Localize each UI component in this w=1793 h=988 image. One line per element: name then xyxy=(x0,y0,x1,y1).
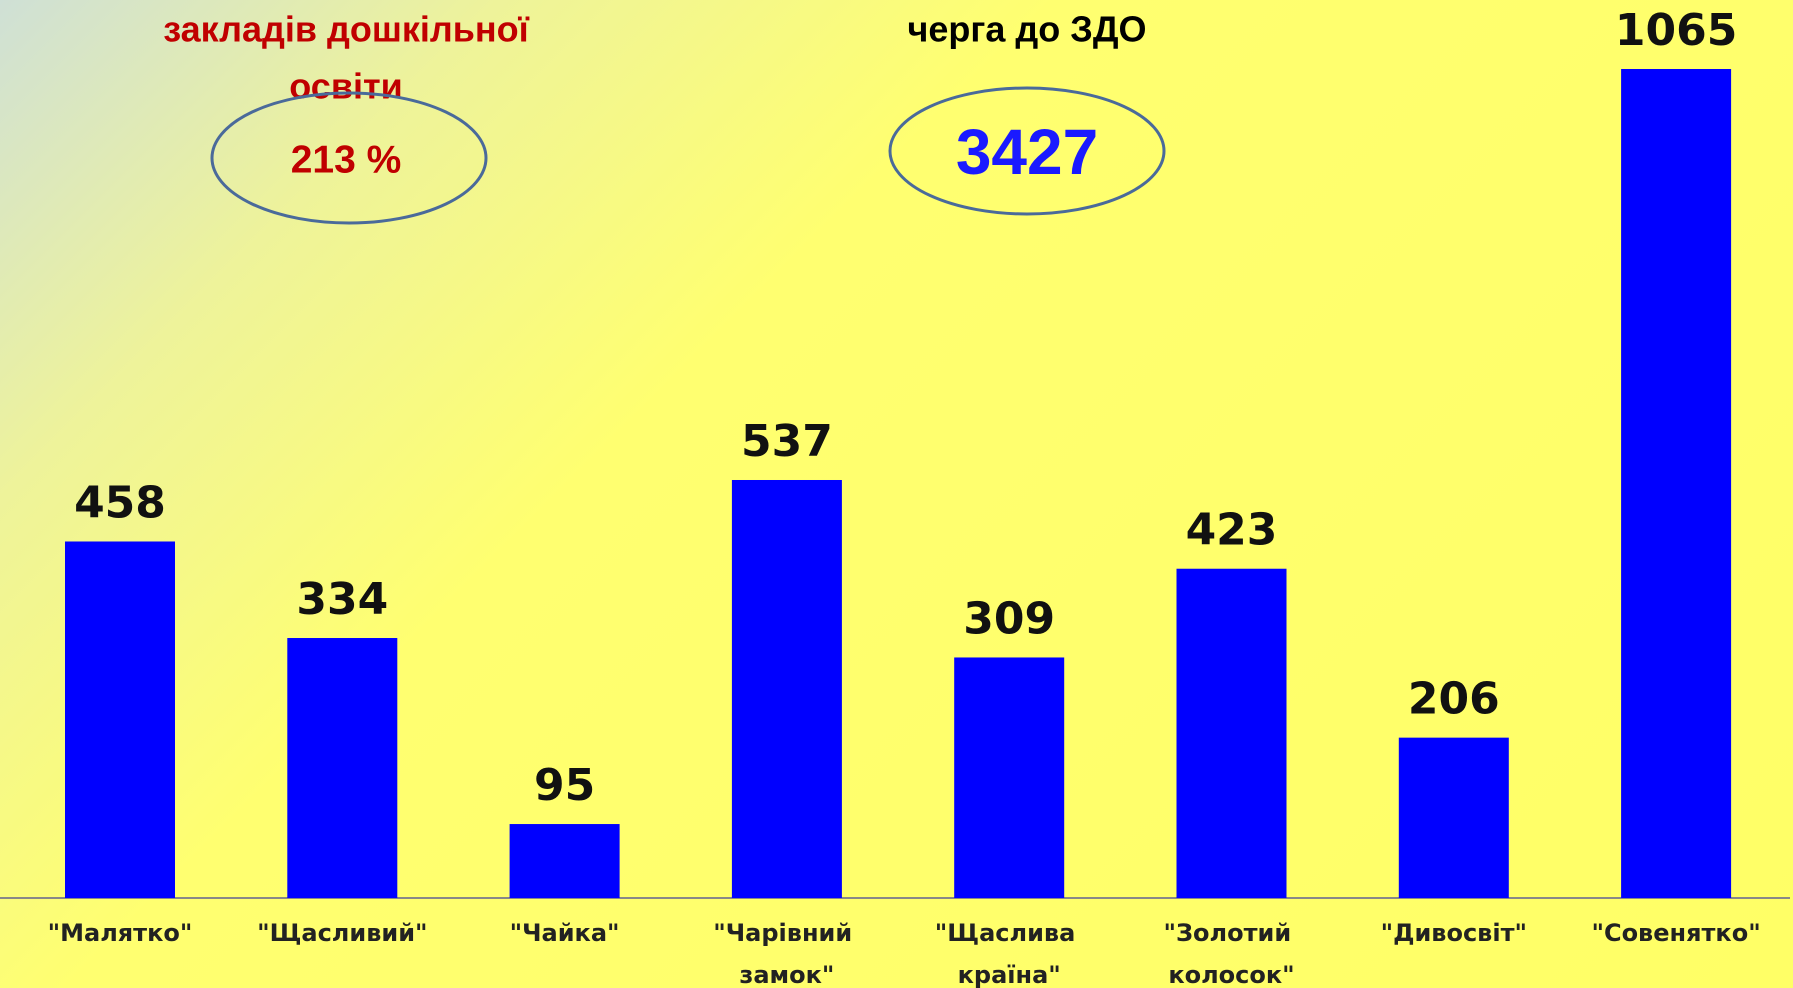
value-label: 309 xyxy=(963,593,1055,644)
bar xyxy=(731,479,842,898)
annotation: закладів дошкільної xyxy=(163,9,529,50)
value-label: 206 xyxy=(1408,674,1500,725)
x-tick-label: "Малятко" xyxy=(48,919,193,947)
bar xyxy=(954,657,1065,898)
value-label: 1065 xyxy=(1615,5,1737,56)
x-tick-label: "Дивосвіт" xyxy=(1381,919,1527,947)
annotation: 213 % xyxy=(291,138,402,181)
value-label: 334 xyxy=(296,574,388,625)
bar xyxy=(509,824,620,898)
annotation: 3427 xyxy=(956,116,1098,188)
value-label: 95 xyxy=(534,760,595,811)
bar xyxy=(287,638,398,898)
x-tick-label: "Чайка" xyxy=(510,919,620,947)
value-label: 458 xyxy=(74,477,166,528)
bar xyxy=(1621,69,1732,898)
x-tick-label: "Чарівний замок" xyxy=(713,919,860,988)
x-tick-label: "Золотий колосок" xyxy=(1163,919,1299,988)
ellipse xyxy=(888,86,1166,216)
bar xyxy=(1398,737,1509,898)
value-label: 423 xyxy=(1186,505,1278,556)
x-tick-label: "Щаслива країна" xyxy=(935,919,1084,988)
bar xyxy=(1176,568,1287,898)
annotation: освіти xyxy=(289,66,402,107)
bar xyxy=(65,541,175,898)
x-tick-label: "Совенятко" xyxy=(1591,919,1760,947)
annotation: черга до ЗДО xyxy=(908,9,1147,50)
ellipse xyxy=(210,91,488,225)
x-tick-label: "Щасливий" xyxy=(257,919,427,947)
value-label: 537 xyxy=(741,416,833,467)
